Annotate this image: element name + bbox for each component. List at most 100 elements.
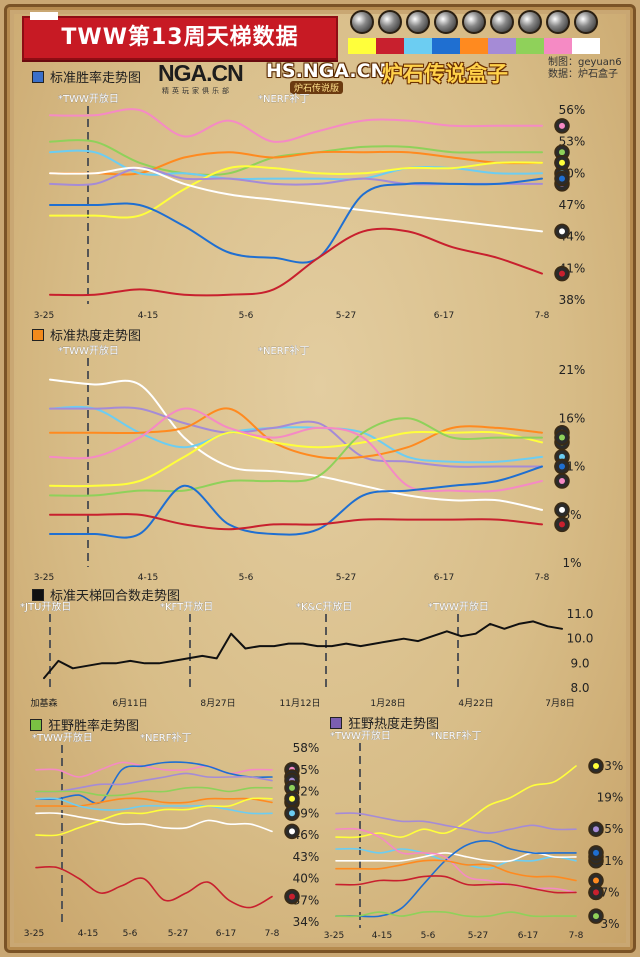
series-end-class-icon-dot bbox=[593, 889, 599, 896]
series-end-class-icon-dot bbox=[559, 270, 565, 277]
x-tick-label: 4月22日 bbox=[458, 698, 493, 709]
series-line bbox=[49, 513, 543, 531]
class-icon-6 bbox=[490, 10, 514, 34]
nga-logo: NGA.CN 精英玩家俱乐部 bbox=[158, 60, 256, 95]
annotation-label: *K&C开放日 bbox=[296, 600, 352, 613]
series-line bbox=[49, 407, 543, 493]
series-end-class-icon-dot bbox=[559, 175, 565, 182]
class-icon-5 bbox=[462, 10, 486, 34]
y-tick-label: 15% bbox=[597, 822, 624, 836]
series-end-class-icon-dot bbox=[289, 810, 295, 817]
class-color-swatch bbox=[544, 38, 572, 54]
annotation-label: *TWW开放日 bbox=[330, 729, 391, 742]
series-end-class-icon-dot bbox=[559, 477, 565, 484]
class-color-swatch bbox=[516, 38, 544, 54]
series-line bbox=[35, 797, 273, 837]
class-color-swatch bbox=[348, 38, 376, 54]
x-tick-label: 5-6 bbox=[123, 929, 138, 939]
series-end-class-icon-dot bbox=[559, 521, 565, 528]
y-tick-label: 11.0 bbox=[567, 607, 594, 621]
series-line bbox=[35, 786, 273, 797]
series-line bbox=[335, 812, 577, 834]
series-line bbox=[49, 406, 543, 468]
y-tick-label: 34% bbox=[293, 915, 320, 929]
x-tick-label: 5-27 bbox=[336, 311, 356, 321]
title-banner: TWW第13周天梯数据 bbox=[22, 12, 338, 60]
chart1-marker bbox=[32, 71, 44, 83]
y-tick-label: 10.0 bbox=[567, 632, 594, 646]
x-tick-label: 5-6 bbox=[421, 931, 436, 941]
x-tick-label: 5-6 bbox=[239, 311, 254, 321]
x-tick-label: 6-17 bbox=[434, 573, 454, 583]
class-icon-9 bbox=[574, 10, 598, 34]
series-line bbox=[49, 108, 543, 143]
y-tick-label: 16% bbox=[559, 411, 586, 425]
class-color-swatch bbox=[460, 38, 488, 54]
class-color-swatch bbox=[488, 38, 516, 54]
x-tick-label: 4-15 bbox=[78, 929, 98, 939]
chart2-title: 标准热度走势图 bbox=[32, 325, 141, 344]
y-tick-label: 3% bbox=[600, 917, 619, 931]
series-end-class-icon-dot bbox=[559, 228, 565, 235]
series-end-class-icon-dot bbox=[559, 122, 565, 129]
x-tick-label: 7-8 bbox=[569, 931, 584, 941]
series-line bbox=[35, 812, 273, 833]
annotation-label: *TWW开放日 bbox=[428, 600, 489, 613]
annotation-label: *NERF补丁 bbox=[258, 92, 310, 105]
series-line bbox=[49, 465, 543, 539]
banner-flag bbox=[30, 12, 58, 20]
class-icon-7 bbox=[518, 10, 542, 34]
y-tick-label: 19% bbox=[597, 791, 624, 805]
series-end-class-icon-dot bbox=[559, 506, 565, 513]
series-end-class-icon-dot bbox=[559, 453, 565, 460]
series-line bbox=[335, 859, 577, 882]
x-tick-label: 3-25 bbox=[34, 573, 54, 583]
x-tick-label: 6-17 bbox=[434, 311, 454, 321]
series-line bbox=[49, 417, 543, 497]
class-icon-3 bbox=[406, 10, 430, 34]
chart-4: 58%55%52%49%46%43%40%37%34%3-25 4-15 5-6 5-… bbox=[24, 731, 320, 939]
class-color-swatch bbox=[376, 38, 404, 54]
class-color-swatch bbox=[404, 38, 432, 54]
y-tick-label: 40% bbox=[293, 872, 320, 886]
chart5-marker bbox=[330, 717, 342, 729]
series-line bbox=[49, 166, 543, 233]
x-tick-label: 6-17 bbox=[216, 929, 236, 939]
y-tick-label: 9.0 bbox=[570, 656, 589, 670]
y-tick-label: 43% bbox=[293, 850, 320, 864]
annotation-label: *NERF补丁 bbox=[140, 731, 192, 744]
x-tick-label: 5-27 bbox=[336, 573, 356, 583]
x-tick-label: 4-15 bbox=[372, 931, 392, 941]
series-end-class-icon-dot bbox=[559, 149, 565, 156]
y-tick-label: 47% bbox=[559, 198, 586, 212]
x-tick-label: 4-15 bbox=[138, 311, 158, 321]
nga-logo-text: NGA.CN bbox=[158, 60, 244, 86]
series-end-class-icon-dot bbox=[593, 763, 599, 769]
x-tick-label: 7-8 bbox=[535, 573, 550, 583]
series-line bbox=[49, 407, 543, 460]
chart4-title-text: 狂野胜率走势图 bbox=[48, 719, 140, 734]
series-end-class-icon-dot bbox=[559, 434, 565, 441]
series-line bbox=[49, 150, 543, 176]
y-tick-label: 55% bbox=[293, 763, 320, 777]
series-line bbox=[35, 866, 273, 909]
class-icon-4 bbox=[434, 10, 458, 34]
series-end-class-icon-dot bbox=[559, 159, 565, 166]
annotation-label: *TWW开放日 bbox=[58, 344, 119, 357]
series-line bbox=[49, 161, 543, 219]
chart5-title-text: 狂野热度走势图 bbox=[348, 717, 440, 732]
y-tick-label: 23% bbox=[597, 759, 624, 773]
series-end-class-icon-dot bbox=[289, 893, 295, 900]
class-color-swatch bbox=[432, 38, 460, 54]
series-line bbox=[43, 620, 563, 680]
annotation-label: *NERF补丁 bbox=[430, 729, 482, 742]
annotation-label: *NERF补丁 bbox=[258, 344, 310, 357]
series-end-class-icon-dot bbox=[593, 877, 599, 884]
x-tick-label: 加基森 bbox=[30, 697, 57, 709]
chart4-title: 狂野胜率走势图 bbox=[30, 715, 139, 734]
series-line bbox=[335, 840, 577, 918]
box-logo: 炉石传说盒子 bbox=[382, 61, 508, 86]
x-tick-label: 1月28日 bbox=[370, 698, 405, 709]
y-tick-label: 38% bbox=[559, 293, 586, 307]
